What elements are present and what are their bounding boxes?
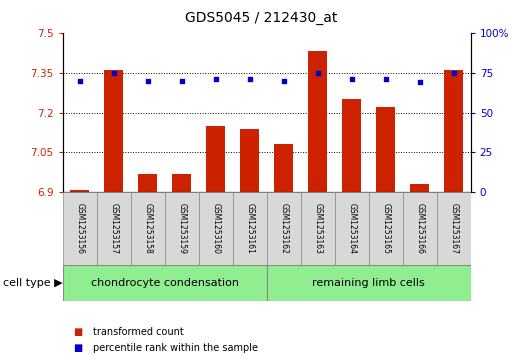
Text: GSM1253162: GSM1253162 <box>279 203 288 254</box>
Bar <box>445 70 463 192</box>
Text: percentile rank within the sample: percentile rank within the sample <box>93 343 258 353</box>
Text: remaining limb cells: remaining limb cells <box>312 278 425 288</box>
Text: ■: ■ <box>73 327 83 337</box>
Bar <box>173 174 191 192</box>
Point <box>245 76 254 82</box>
Bar <box>63 192 97 265</box>
Text: GSM1253159: GSM1253159 <box>177 203 186 254</box>
Text: GDS5045 / 212430_at: GDS5045 / 212430_at <box>185 11 338 25</box>
Text: GSM1253158: GSM1253158 <box>143 203 152 254</box>
Bar <box>267 265 471 301</box>
Point <box>449 70 458 76</box>
Text: cell type ▶: cell type ▶ <box>3 278 62 288</box>
Bar <box>369 192 403 265</box>
Bar <box>207 126 225 192</box>
Bar <box>275 144 293 192</box>
Bar <box>71 190 89 192</box>
Text: GSM1253156: GSM1253156 <box>75 203 84 254</box>
Point <box>211 76 220 82</box>
Point <box>313 70 322 76</box>
Bar <box>437 192 471 265</box>
Text: GSM1253167: GSM1253167 <box>449 203 458 254</box>
Bar <box>165 192 199 265</box>
Text: GSM1253164: GSM1253164 <box>347 203 356 254</box>
Point <box>75 78 84 83</box>
Bar <box>309 51 327 192</box>
Bar <box>411 184 429 192</box>
Text: GSM1253157: GSM1253157 <box>109 203 118 254</box>
Text: transformed count: transformed count <box>93 327 184 337</box>
Point <box>279 78 288 83</box>
Bar <box>241 129 259 192</box>
Bar <box>301 192 335 265</box>
Point <box>143 78 152 83</box>
Point <box>415 79 424 85</box>
Bar <box>131 192 165 265</box>
Bar <box>335 192 369 265</box>
Point <box>109 70 118 76</box>
Text: GSM1253161: GSM1253161 <box>245 203 254 254</box>
Bar <box>105 70 123 192</box>
Bar <box>403 192 437 265</box>
Bar <box>97 192 131 265</box>
Text: GSM1253163: GSM1253163 <box>313 203 322 254</box>
Point <box>381 76 390 82</box>
Bar <box>63 265 267 301</box>
Bar <box>267 192 301 265</box>
Bar <box>233 192 267 265</box>
Text: GSM1253165: GSM1253165 <box>381 203 390 254</box>
Point <box>177 78 186 83</box>
Bar <box>139 174 157 192</box>
Text: chondrocyte condensation: chondrocyte condensation <box>91 278 238 288</box>
Bar <box>343 99 361 192</box>
Text: GSM1253160: GSM1253160 <box>211 203 220 254</box>
Point <box>347 76 356 82</box>
Bar <box>199 192 233 265</box>
Text: ■: ■ <box>73 343 83 353</box>
Text: GSM1253166: GSM1253166 <box>415 203 424 254</box>
Bar <box>377 107 395 192</box>
